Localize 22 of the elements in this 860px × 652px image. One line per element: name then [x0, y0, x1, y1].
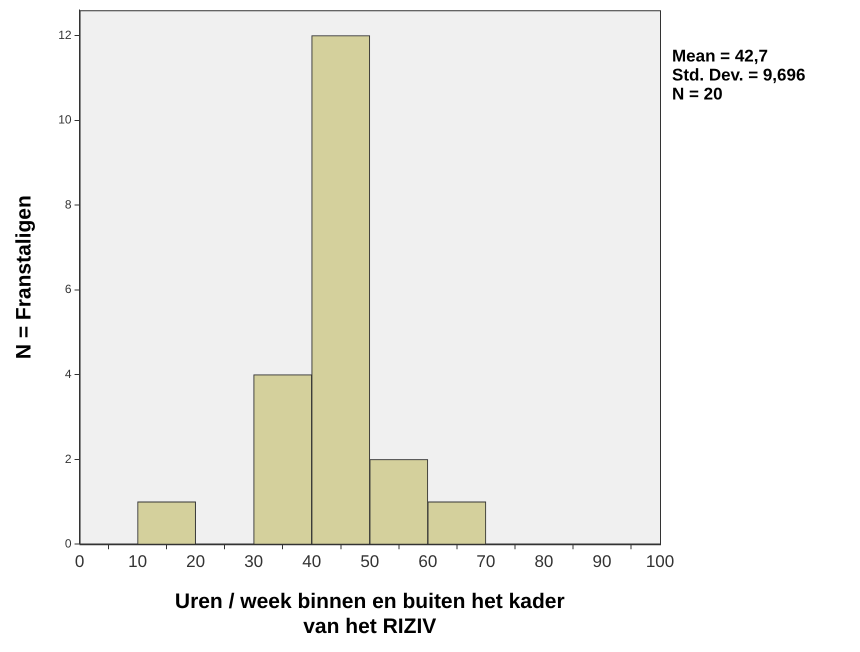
x-axis-title: Uren / week binnen en buiten het kader van het RIZIV [174, 590, 565, 638]
x-tick-label: 100 [646, 552, 674, 572]
x-tick-label: 30 [244, 552, 264, 572]
x-tick-label: 50 [360, 552, 380, 572]
x-tick-label: 10 [128, 552, 148, 572]
y-tick-label: 6 [64, 282, 72, 296]
y-tick-label: 0 [64, 536, 72, 551]
text: N = 20 [672, 84, 723, 104]
x-tick-label: 80 [534, 552, 554, 572]
y-tick-label: 4 [64, 366, 72, 381]
y-tick-label: 10 [58, 112, 72, 127]
x-tick-label: 60 [418, 552, 438, 572]
y-axis-title: N = Franstaligen [12, 195, 36, 360]
text: Std. Dev. = 9,696 [672, 65, 806, 84]
y-tick-label: 8 [64, 197, 72, 212]
y-tick-label: 2 [64, 452, 72, 466]
x-tick-label: 40 [302, 552, 322, 572]
text: Mean = 42,7 [672, 46, 768, 66]
y-tick-label: 12 [58, 28, 72, 42]
x-tick-label: 90 [592, 552, 612, 572]
x-tick-label: 20 [186, 552, 206, 572]
x-tick-label: 70 [476, 552, 496, 572]
